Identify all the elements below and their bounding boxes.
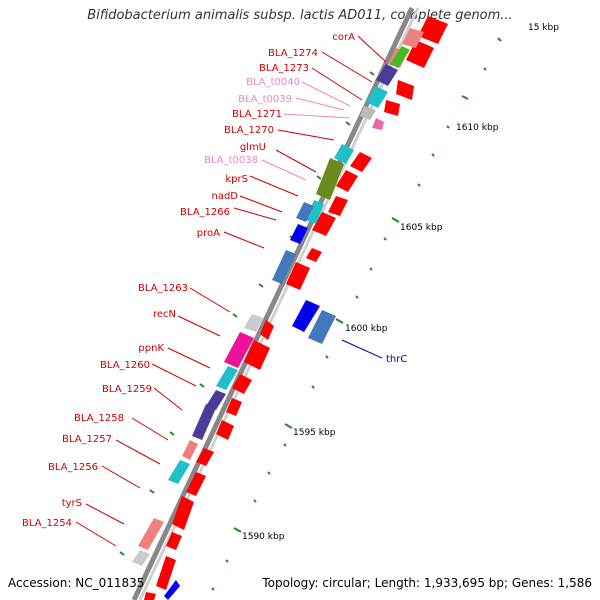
gene-label-BLA_1270: BLA_1270 xyxy=(224,125,274,136)
gene-label-BLA_1254: BLA_1254 xyxy=(22,518,72,529)
gene-label-BLA_t0038: BLA_t0038 xyxy=(204,155,258,166)
gene-label-ppnK: ppnK xyxy=(138,343,164,354)
gene-arrow xyxy=(306,248,322,262)
ruler-label: 1595 kbp xyxy=(293,428,336,438)
gene-label-glmU: glmU xyxy=(240,142,266,153)
forward-arrows xyxy=(144,16,448,600)
ruler-label: 1605 kbp xyxy=(400,223,443,233)
ruler-label: 1610 kbp xyxy=(456,123,499,133)
genome-summary: Topology: circular; Length: 1,933,695 bp… xyxy=(262,576,592,590)
gene-arrow xyxy=(312,212,336,236)
inner-blocks xyxy=(132,46,410,566)
gene-label-BLA_t0040: BLA_t0040 xyxy=(246,77,300,88)
gene-arrow xyxy=(186,472,206,496)
leader-lines xyxy=(75,35,387,547)
gene-label-BLA_1271: BLA_1271 xyxy=(232,109,282,120)
gene-arrow xyxy=(232,374,252,394)
ruler-label: 1600 kbp xyxy=(345,324,388,334)
gene-arrow xyxy=(396,80,414,100)
gene-arrow xyxy=(336,170,358,192)
gene-arrow xyxy=(328,196,348,216)
gene-arrow xyxy=(350,152,372,172)
gene-label-nadD: nadD xyxy=(211,191,238,202)
gene-label-BLA_1259: BLA_1259 xyxy=(102,384,152,395)
gene-label-tyrS: tyrS xyxy=(62,498,82,509)
gene-arrow xyxy=(144,592,156,600)
gene-arrow xyxy=(172,496,194,530)
gene-arrow xyxy=(226,398,242,416)
gene-arrow xyxy=(196,448,214,466)
gene-label-BLA_1273: BLA_1273 xyxy=(259,63,309,74)
reverse-arrows xyxy=(164,300,336,600)
gene-label-BLA_1257: BLA_1257 xyxy=(62,434,112,445)
gene-label-corA: corA xyxy=(332,32,355,43)
gene-label-BLA_1274: BLA_1274 xyxy=(268,48,318,59)
gene-label-recN: recN xyxy=(153,309,176,320)
gene-arrow xyxy=(286,262,310,290)
gene-arrow xyxy=(156,556,176,590)
gene-label-kprS: kprS xyxy=(225,174,248,185)
gene-label-thrC: thrC xyxy=(386,354,407,365)
gene-arrow xyxy=(216,420,234,440)
gene-label-proA: proA xyxy=(197,228,220,239)
ruler-ticks xyxy=(119,37,502,591)
gene-label-BLA_t0039: BLA_t0039 xyxy=(238,94,292,105)
gene-label-BLA_1266: BLA_1266 xyxy=(180,207,230,218)
gene-arrow xyxy=(166,532,182,550)
gene-label-BLA_1258: BLA_1258 xyxy=(74,413,124,424)
accession-label: Accession: NC_011835 xyxy=(8,576,145,590)
ruler-label: 1590 kbp xyxy=(242,532,285,542)
gene-arrow xyxy=(418,16,448,44)
gene-arrow xyxy=(260,320,274,340)
gene-label-BLA_1256: BLA_1256 xyxy=(48,462,98,473)
gene-arrow xyxy=(384,100,400,116)
ruler-label: 15 kbp xyxy=(528,23,559,33)
gene-label-BLA_1263: BLA_1263 xyxy=(138,283,188,294)
gene-arrow xyxy=(244,340,270,370)
gene-label-BLA_1260: BLA_1260 xyxy=(100,360,150,371)
